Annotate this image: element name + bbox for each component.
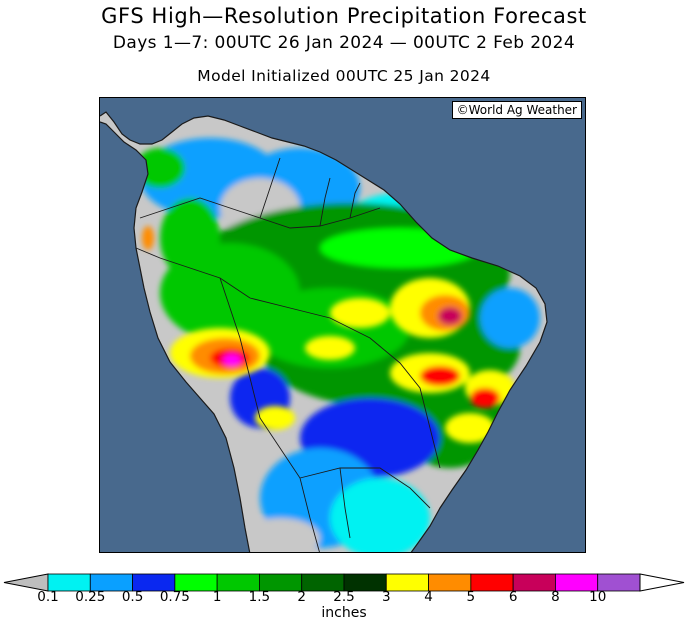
legend-tick-label: 6 [508,589,518,605]
legend-tick-label: 4 [424,589,433,605]
legend-swatch [512,573,556,592]
legend-tick-label: 0.5 [121,589,144,605]
legend-tick-label: 10 [589,589,607,605]
legend-tick-label: 0.25 [75,589,106,605]
map-credit: ©World Ag Weather [451,101,582,119]
map-title: GFS High—Resolution Precipitation Foreca… [101,4,587,28]
legend-tick-label: 1 [212,589,222,605]
legend-tick-label: 1.5 [248,589,271,605]
legend-tick-label: 2 [297,589,306,605]
legend-swatch [385,573,429,592]
legend-tick-label: 2.5 [333,589,355,605]
legend-units: inches [321,605,367,621]
legend-tick-label: 3 [381,589,391,605]
model-init-time: Model Initialized 00UTC 25 Jan 2024 [197,67,491,85]
legend-tick-label: 8 [551,589,560,605]
legend-over-arrow [639,573,685,592]
legend-tick-label: 5 [466,589,476,605]
legend-swatch [428,573,472,592]
color-legend [3,573,685,592]
legend-swatch [470,573,514,592]
forecast-period: Days 1—7: 00UTC 26 Jan 2024 — 00UTC 2 Fe… [112,33,576,53]
precipitation-map: ©World Ag Weather [99,97,586,553]
legend-tick-label: 0.75 [159,589,190,605]
legend-tick-label: 0.1 [37,589,59,605]
